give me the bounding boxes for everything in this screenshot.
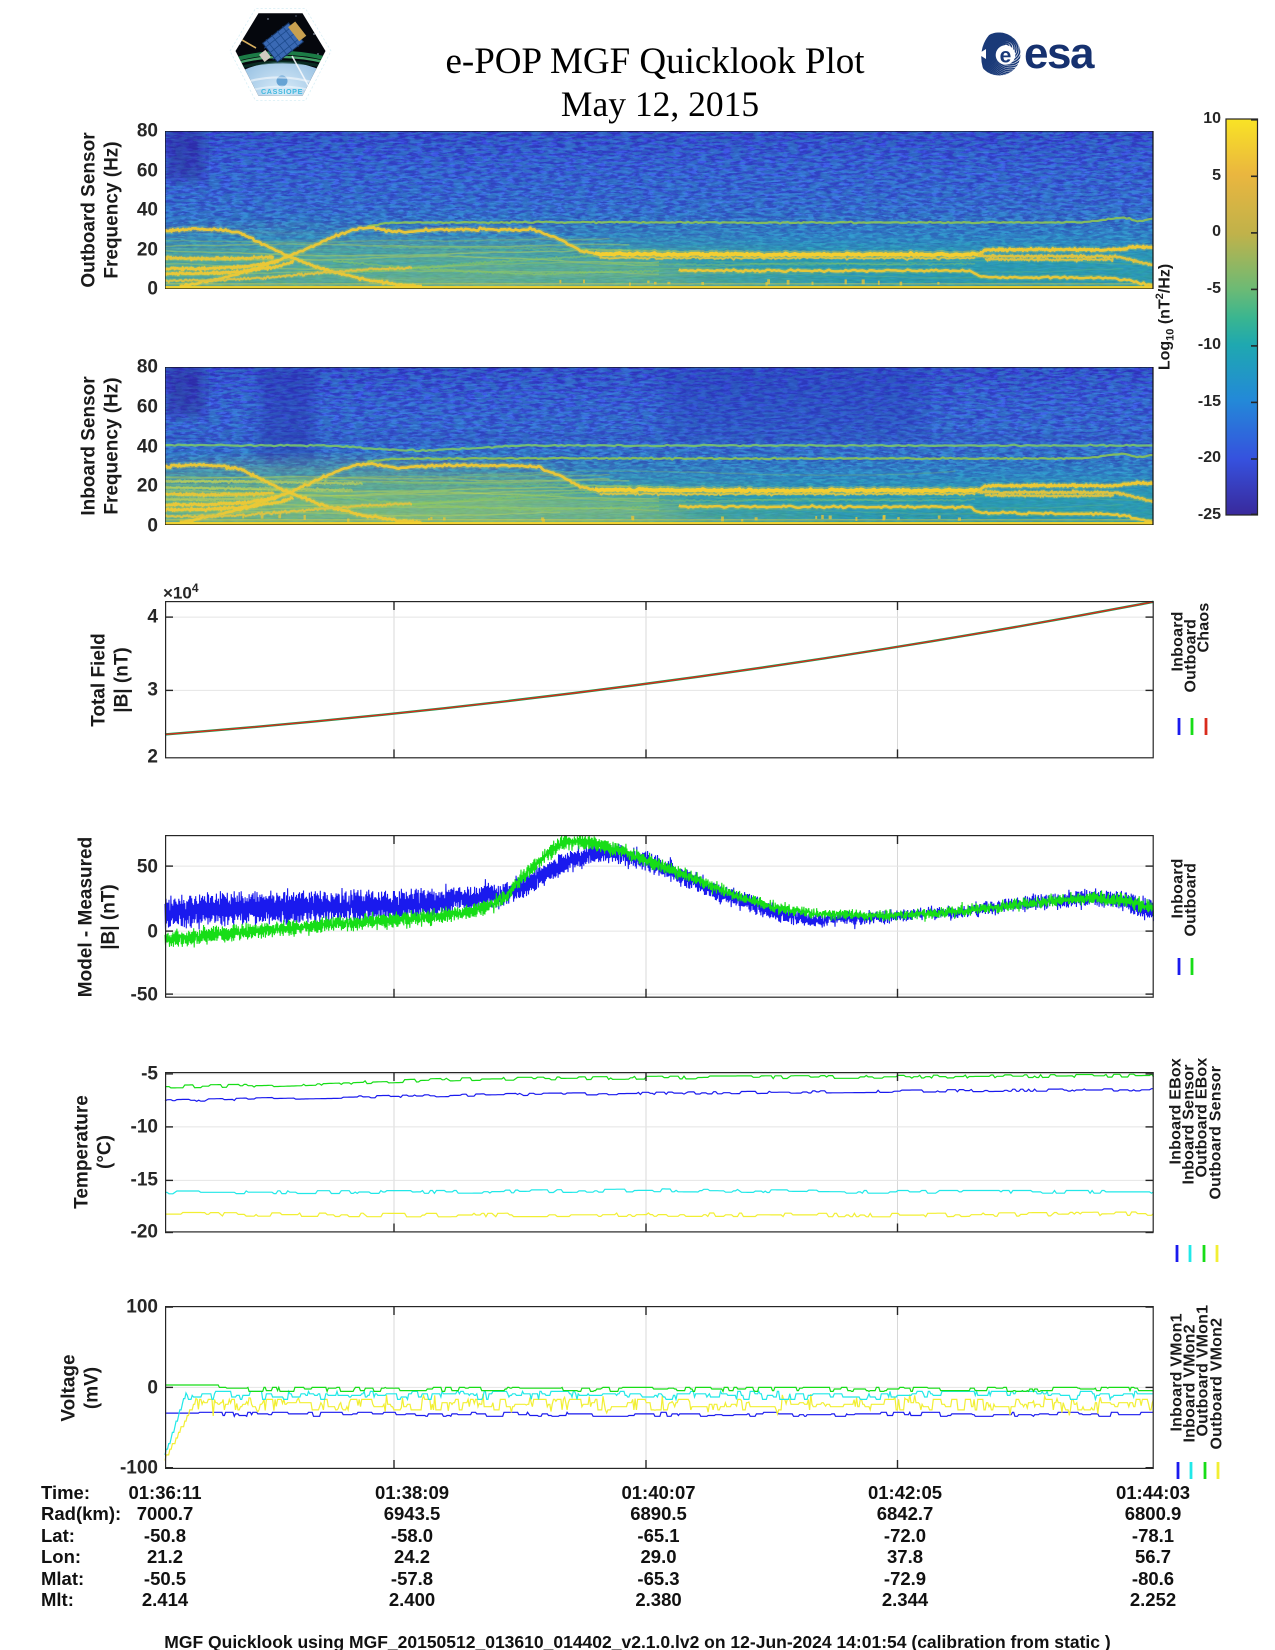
svg-text:e: e	[1000, 45, 1012, 68]
svg-text:CASSIOPE: CASSIOPE	[261, 87, 303, 96]
svg-text:esa: esa	[1024, 29, 1095, 78]
